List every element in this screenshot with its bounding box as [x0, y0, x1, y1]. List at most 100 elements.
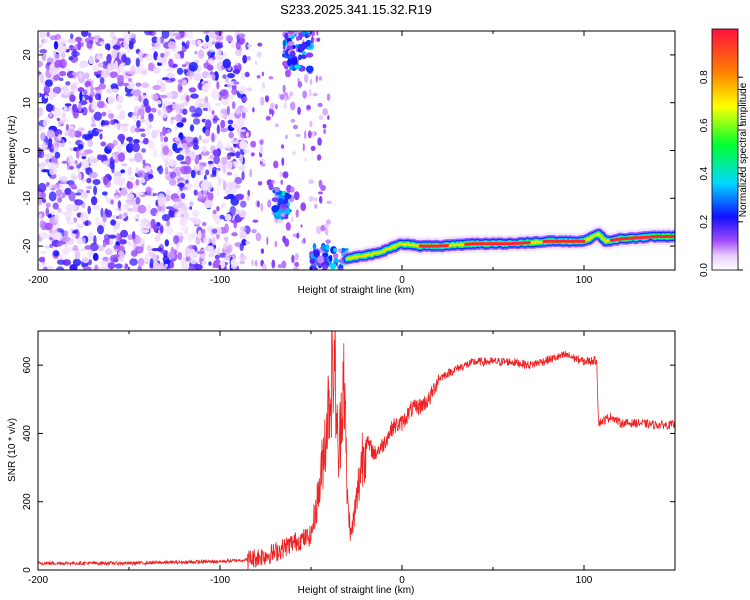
- spectrogram-noise-blob: [96, 100, 105, 109]
- spectrogram-noise-blob: [40, 132, 46, 141]
- spectrogram-noise-blob: [112, 139, 118, 147]
- spectrogram-noise-blob: [262, 82, 265, 89]
- spectrogram-noise-blob: [227, 119, 234, 125]
- spectrogram-noise-blob: [165, 227, 174, 234]
- spectrogram-noise-blob: [211, 236, 216, 246]
- spectrogram-noise-blob: [121, 54, 127, 63]
- spectrogram-noise-blob: [54, 59, 63, 68]
- spectrogram-noise-blob: [113, 244, 120, 250]
- spectrogram-noise-blob: [119, 110, 126, 120]
- spectrogram-noise-blob: [75, 36, 83, 43]
- spectrogram-noise-blob: [289, 91, 294, 97]
- spectrogram-noise-blob: [316, 154, 322, 161]
- spectrogram-noise-blob: [109, 71, 119, 78]
- spectrogram-noise-blob: [146, 245, 152, 252]
- spectrogram-noise-blob: [59, 211, 67, 215]
- spectrogram-noise-blob: [235, 107, 241, 115]
- spectrogram-noise-blob: [219, 214, 225, 220]
- spectrogram-noise-blob: [169, 171, 177, 179]
- spectrogram-noise-blob: [92, 179, 101, 185]
- spectrogram-noise-blob: [225, 35, 234, 42]
- spectrogram-feature-blob: [282, 39, 287, 48]
- spectrogram-noise-blob: [38, 163, 41, 168]
- spectrogram-noise-blob: [135, 236, 141, 244]
- spectrogram-noise-blob: [188, 248, 196, 253]
- spectrogram-noise-blob: [58, 77, 64, 82]
- spectrogram-feature-blob: [305, 52, 314, 58]
- spectrogram-noise-blob: [48, 191, 57, 202]
- spectrogram-noise-blob: [161, 214, 171, 222]
- spectrogram-noise-blob: [99, 76, 105, 84]
- spectrogram-noise-blob: [319, 195, 323, 204]
- spectrogram-noise-blob: [98, 83, 106, 90]
- spectrogram-noise-blob: [165, 189, 172, 194]
- spectrogram-noise-blob: [146, 126, 150, 136]
- y-tick-label: -10: [22, 191, 33, 206]
- spectrogram-noise-blob: [65, 203, 73, 213]
- spectrogram-noise-blob: [123, 212, 128, 218]
- spectrogram-noise-blob: [317, 102, 323, 107]
- spectrogram-noise-blob: [165, 193, 171, 202]
- spectrogram-noise-blob: [215, 31, 223, 36]
- spectrogram-noise-blob: [44, 79, 53, 87]
- spectrogram-noise-blob: [105, 209, 113, 218]
- spectrogram-noise-blob: [212, 149, 220, 157]
- spectrogram-noise-blob: [197, 49, 205, 59]
- spectrogram-noise-blob: [114, 60, 118, 70]
- spectrogram-noise-blob: [110, 31, 115, 39]
- spectrogram-noise-blob: [163, 136, 169, 143]
- spectrogram-noise-blob: [270, 102, 275, 110]
- spectrogram-noise-blob: [180, 165, 189, 175]
- y-tick-label: 200: [22, 493, 33, 510]
- spectrogram-noise-blob: [169, 91, 179, 100]
- spectrogram-noise-blob: [100, 207, 104, 218]
- spectrogram-noise-blob: [132, 112, 138, 116]
- snr-panel: -200 -100 0 100 0 200 400 600 Height of straig…: [7, 330, 676, 596]
- spectrogram-noise-blob: [134, 152, 143, 163]
- spectrogram-noise-blob: [178, 31, 185, 38]
- spectrogram-feature-blob: [313, 250, 320, 258]
- spectrogram-noise-blob: [50, 230, 60, 239]
- spectrogram-noise-blob: [230, 258, 238, 268]
- spectrogram-noise-blob: [112, 214, 117, 219]
- spectrogram-noise-blob: [282, 235, 286, 243]
- spectrogram-noise-blob: [49, 63, 55, 70]
- spectrogram-noise-blob: [265, 115, 271, 121]
- spectrogram-noise-blob: [212, 37, 216, 45]
- spectrogram-noise-blob: [275, 103, 278, 110]
- spectrogram-noise-blob: [61, 236, 71, 243]
- spectrogram-noise-blob: [230, 39, 236, 48]
- spectrogram-noise-blob: [99, 221, 105, 226]
- spectrogram-noise-blob: [39, 219, 46, 229]
- spectrogram-noise-blob: [132, 142, 140, 153]
- spectrogram-noise-blob: [174, 114, 183, 122]
- spectrogram-noise-blob: [122, 82, 130, 86]
- spectrogram-noise-blob: [196, 170, 202, 176]
- spectrogram-noise-blob: [160, 249, 169, 255]
- spectrogram-noise-blob: [91, 100, 98, 111]
- spectrogram-feature-blob: [309, 258, 316, 264]
- spectrogram-noise-blob: [259, 145, 264, 154]
- spectrogram-noise-blob: [87, 205, 91, 215]
- spectrogram-noise-blob: [57, 207, 62, 213]
- spectrogram-noise-blob: [208, 252, 215, 258]
- spectrogram-noise-blob: [93, 111, 102, 121]
- spectrogram-noise-blob: [66, 221, 74, 225]
- spectrogram-feature-blob: [286, 207, 291, 215]
- spectrogram-noise-blob: [262, 263, 267, 270]
- spectrogram-noise-blob: [193, 218, 201, 226]
- spectrogram-noise-blob: [69, 94, 76, 103]
- spectrogram-noise-blob: [316, 31, 319, 36]
- spectrogram-noise-blob: [114, 254, 120, 258]
- spectrogram-noise-blob: [45, 115, 50, 124]
- spectrogram-noise-blob: [77, 127, 85, 132]
- spectrogram-noise-blob: [61, 160, 68, 164]
- spectrogram-noise-blob: [86, 190, 90, 194]
- spectrogram-noise-blob: [82, 237, 86, 245]
- spectrogram-noise-blob: [306, 105, 311, 110]
- spectrogram-noise-blob: [260, 96, 265, 106]
- spectrogram-noise-blob: [239, 129, 247, 133]
- spectrogram-noise-blob: [222, 164, 227, 174]
- spectrogram-noise-blob: [38, 182, 47, 193]
- spectrogram-noise-blob: [193, 189, 198, 196]
